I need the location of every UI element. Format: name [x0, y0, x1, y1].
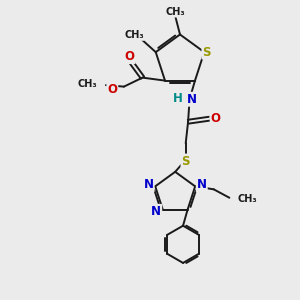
Text: CH₃: CH₃ [166, 7, 185, 17]
Text: CH₃: CH₃ [124, 30, 144, 40]
Text: O: O [211, 112, 221, 124]
Text: S: S [182, 154, 190, 167]
Text: O: O [124, 50, 135, 63]
Text: CH₃: CH₃ [238, 194, 257, 204]
Text: CH₃: CH₃ [78, 79, 98, 88]
Text: N: N [144, 178, 154, 191]
Text: O: O [107, 82, 117, 95]
Text: N: N [187, 93, 197, 106]
Text: N: N [197, 178, 207, 191]
Text: S: S [202, 46, 211, 59]
Text: N: N [151, 205, 161, 218]
Text: H: H [173, 92, 183, 105]
